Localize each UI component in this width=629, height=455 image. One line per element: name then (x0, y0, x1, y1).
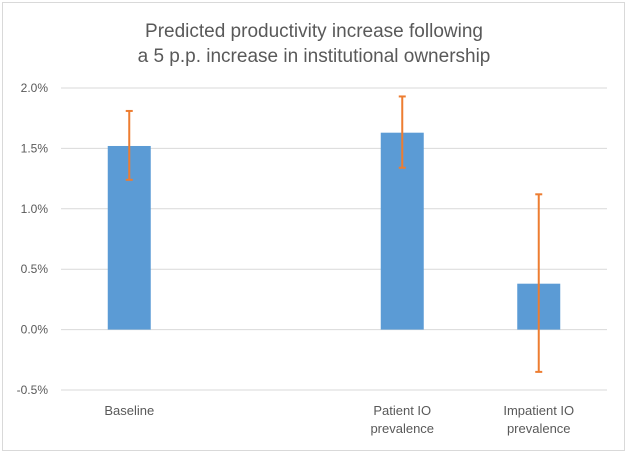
x-axis-categories: Baseline Patient IO prevalence Impatient IO… (104, 403, 574, 436)
chart-title-line: Predicted productivity increase followin… (145, 21, 483, 42)
x-category-label: Impatient IO (503, 403, 574, 418)
x-category-label: prevalence (370, 421, 434, 436)
gridlines (61, 87, 607, 391)
y-tick-label: 0.5% (21, 262, 49, 276)
y-tick-label: 1.0% (21, 202, 49, 216)
x-category-label: Baseline (104, 403, 154, 418)
y-tick-label: -0.5% (17, 383, 49, 397)
y-tick-label: 1.5% (21, 141, 49, 155)
chart-title: Predicted productivity increase followin… (138, 21, 491, 67)
y-tick-label: 2.0% (21, 81, 49, 95)
chart-title-line: a 5 p.p. increase in institutional owner… (138, 46, 491, 67)
y-axis-ticks: -0.5% 0.0% 0.5% 1.0% 1.5% 2.0% (17, 81, 49, 397)
x-category-label: Patient IO (373, 403, 431, 418)
y-tick-label: 0.0% (21, 323, 49, 337)
bars (107, 132, 561, 330)
error-bars (125, 95, 543, 373)
x-category-label: prevalence (507, 421, 571, 436)
chart-frame (2, 2, 625, 451)
